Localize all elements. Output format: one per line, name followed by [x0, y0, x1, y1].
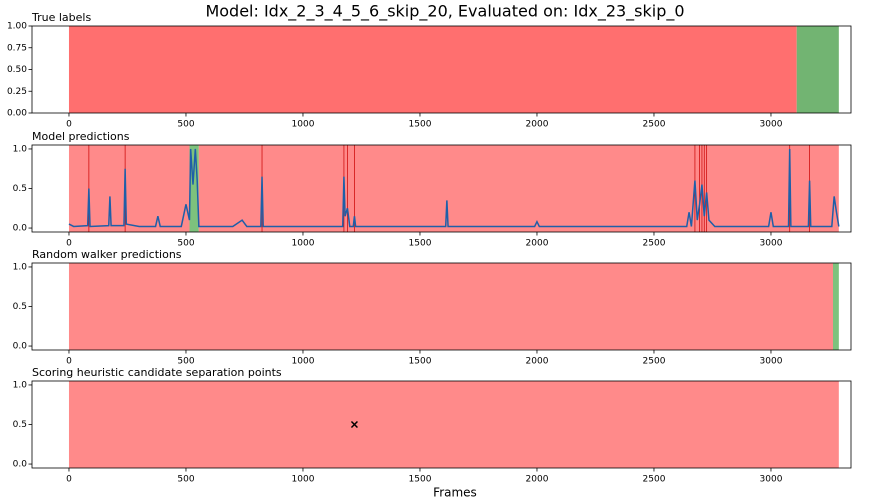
- x-tick-label: 1000: [292, 475, 315, 485]
- x-tick-label: 500: [177, 239, 194, 249]
- x-tick-label: 2500: [643, 357, 666, 367]
- x-tick-label: 2500: [643, 239, 666, 249]
- span: [68, 26, 797, 113]
- x-tick-label: 2000: [526, 357, 549, 367]
- y-tick-label: 0.0: [13, 460, 28, 470]
- prediction-line: [68, 148, 840, 228]
- y-tick-label: 0.25: [7, 87, 27, 97]
- x-tick-label: 1500: [409, 239, 432, 249]
- y-tick-label: 1.0: [13, 380, 28, 390]
- x-axis-label: Frames: [433, 486, 477, 500]
- x-tick-label: 3000: [760, 120, 783, 130]
- y-tick-label: 0.75: [7, 43, 27, 53]
- y-tick-label: 0.5: [13, 302, 27, 312]
- x-tick-label: 2500: [643, 475, 666, 485]
- x-tick-label: 2000: [526, 475, 549, 485]
- span: [198, 145, 839, 232]
- x-tick-label: 3000: [760, 357, 783, 367]
- span: [68, 381, 839, 468]
- y-tick-label: 0.0: [13, 342, 28, 352]
- x-tick-label: 0: [66, 475, 72, 485]
- y-tick-label: 0.00: [7, 109, 27, 119]
- span: [68, 263, 833, 350]
- y-tick-label: 0.5: [13, 420, 27, 430]
- y-tick-label: 1.00: [7, 22, 27, 32]
- span: [68, 145, 190, 232]
- span: [832, 263, 839, 350]
- y-tick-label: 1.0: [13, 144, 28, 154]
- figure-title: Model: Idx_2_3_4_5_6_skip_20, Evaluated …: [205, 2, 684, 22]
- marker: [350, 420, 358, 429]
- x-tick-label: 1500: [409, 120, 432, 130]
- x-tick-label: 0: [66, 357, 72, 367]
- x-tick-label: 2000: [526, 120, 549, 130]
- span: [189, 145, 199, 232]
- x-tick-label: 500: [177, 475, 194, 485]
- panel-title: Scoring heuristic candidate separation p…: [32, 366, 282, 379]
- x-tick-label: 1500: [409, 357, 432, 367]
- panel-title: Model predictions: [32, 130, 130, 143]
- x-tick-label: 1000: [292, 357, 315, 367]
- x-tick-label: 3000: [760, 239, 783, 249]
- x-tick-label: 0: [66, 120, 72, 130]
- y-tick-label: 1.0: [13, 262, 28, 272]
- x-tick-label: 500: [177, 120, 194, 130]
- x-tick-label: 1000: [292, 239, 315, 249]
- y-tick-label: 0.0: [13, 224, 28, 234]
- x-tick-label: 2000: [526, 239, 549, 249]
- x-tick-label: 500: [177, 357, 194, 367]
- x-tick-label: 1000: [292, 120, 315, 130]
- x-tick-label: 2500: [643, 120, 666, 130]
- y-tick-label: 0.5: [13, 184, 27, 194]
- x-tick-label: 0: [66, 239, 72, 249]
- panel-title: Random walker predictions: [32, 248, 182, 261]
- y-tick-label: 0.50: [7, 65, 27, 75]
- x-tick-label: 3000: [760, 475, 783, 485]
- span: [796, 26, 839, 113]
- x-tick-label: 1500: [409, 475, 432, 485]
- panel-title: True labels: [31, 11, 91, 24]
